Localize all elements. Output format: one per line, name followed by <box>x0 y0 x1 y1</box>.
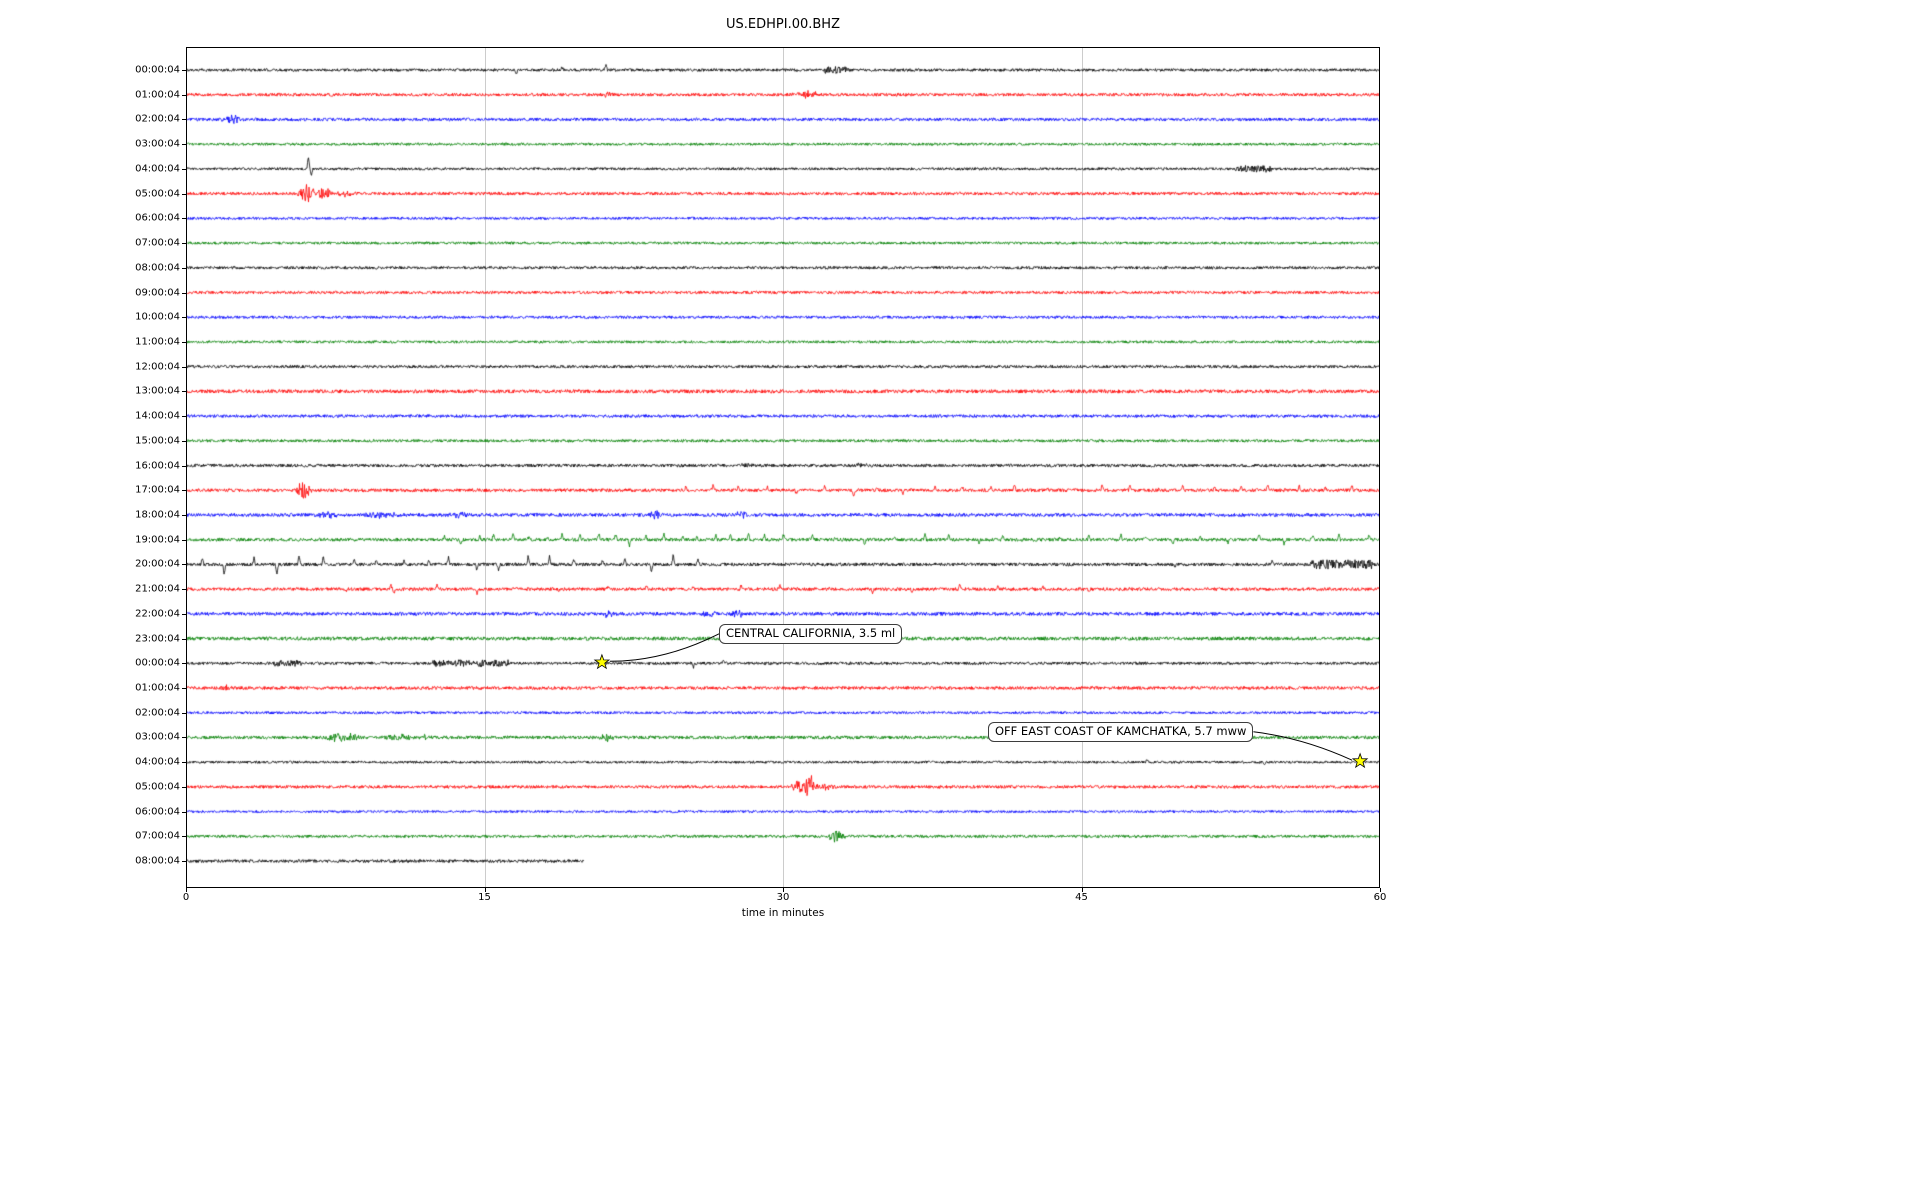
trace-time-label: 07:00:04 <box>135 830 180 842</box>
y-tick-mark <box>182 317 186 319</box>
trace-time-label: 22:00:04 <box>135 608 180 620</box>
trace-time-label: 05:00:04 <box>135 781 180 793</box>
x-tick-mark <box>1380 888 1381 892</box>
y-tick-mark <box>182 440 186 442</box>
trace-time-label: 15:00:04 <box>135 435 180 447</box>
y-tick-mark <box>182 688 186 689</box>
trace-time-label: 08:00:04 <box>135 262 180 274</box>
x-tick-mark <box>484 888 486 892</box>
trace-time-label: 04:00:04 <box>135 163 180 175</box>
x-tick-label: 45 <box>1075 892 1088 903</box>
y-tick-mark <box>182 218 186 220</box>
x-tick-mark <box>783 888 784 892</box>
y-tick-mark <box>182 416 186 418</box>
y-tick-mark <box>182 861 186 862</box>
y-tick-mark <box>182 341 186 343</box>
y-tick-mark <box>182 564 186 566</box>
trace-time-label: 17:00:04 <box>135 484 180 496</box>
y-tick-mark <box>182 663 186 665</box>
x-axis-label: time in minutes <box>741 907 825 919</box>
y-tick-mark <box>182 465 186 467</box>
trace-time-label: 07:00:04 <box>135 237 180 249</box>
chart-title: US.EDHPI.00.BHZ <box>726 17 840 32</box>
y-tick-mark <box>182 786 186 788</box>
trace-time-label: 09:00:04 <box>135 287 180 298</box>
trace-time-label: 05:00:04 <box>135 188 180 200</box>
x-tick-label: 60 <box>1373 892 1387 903</box>
y-tick-mark <box>182 193 186 195</box>
y-tick-mark <box>182 391 186 393</box>
x-tick-mark <box>1081 888 1083 892</box>
trace-time-label: 01:00:04 <box>135 682 180 694</box>
trace-time-label: 19:00:04 <box>135 534 180 546</box>
y-tick-mark <box>182 94 186 96</box>
y-tick-mark <box>182 144 186 146</box>
trace-time-label: 21:00:04 <box>135 583 180 595</box>
y-tick-mark <box>182 712 186 714</box>
y-tick-mark <box>182 292 186 294</box>
trace-time-label: 13:00:04 <box>135 385 180 397</box>
y-tick-mark <box>182 811 186 813</box>
x-tick-label: 30 <box>776 892 790 903</box>
y-tick-mark <box>182 613 186 615</box>
y-tick-mark <box>182 539 186 541</box>
y-tick-mark <box>182 515 186 516</box>
y-tick-mark <box>182 589 186 591</box>
y-tick-mark <box>182 762 186 764</box>
trace-time-label: 23:00:04 <box>135 633 180 645</box>
trace-time-label: 14:00:04 <box>135 410 180 422</box>
trace-time-label: 16:00:04 <box>135 460 180 471</box>
trace-time-label: 06:00:04 <box>135 212 180 224</box>
trace-time-label: 11:00:04 <box>135 336 180 348</box>
y-tick-mark <box>182 70 186 71</box>
event-annotation-kamchatka: OFF EAST COAST OF KAMCHATKA, 5.7 mww <box>988 722 1254 742</box>
y-tick-mark <box>182 267 186 269</box>
trace-time-label: 06:00:04 <box>135 806 180 818</box>
x-tick-mark <box>186 888 187 892</box>
trace-time-label: 02:00:04 <box>135 113 180 125</box>
trace-time-label: 08:00:04 <box>135 855 180 867</box>
event-annotation-central-california: CENTRAL CALIFORNIA, 3.5 ml <box>719 624 903 644</box>
trace-time-label: 12:00:04 <box>135 361 180 373</box>
trace-time-label: 02:00:04 <box>135 707 180 719</box>
trace-time-label: 04:00:04 <box>135 756 180 768</box>
y-tick-mark <box>182 638 186 640</box>
trace-time-label: 03:00:04 <box>135 138 180 150</box>
y-tick-mark <box>182 119 186 121</box>
seismogram-traces-canvas <box>186 47 1380 888</box>
trace-time-label: 18:00:04 <box>135 509 180 521</box>
trace-time-label: 01:00:04 <box>135 89 180 101</box>
y-tick-mark <box>182 366 186 368</box>
trace-time-label: 10:00:04 <box>135 311 180 323</box>
y-tick-mark <box>182 168 186 170</box>
y-tick-mark <box>182 490 186 492</box>
trace-time-label: 20:00:04 <box>135 558 180 570</box>
trace-time-label: 03:00:04 <box>135 731 180 743</box>
x-tick-label: 0 <box>182 892 190 903</box>
trace-time-label: 00:00:04 <box>135 657 180 669</box>
y-tick-mark <box>182 836 186 838</box>
y-tick-mark <box>182 737 186 739</box>
trace-time-label: 00:00:04 <box>135 64 180 76</box>
y-tick-mark <box>182 243 186 244</box>
x-tick-label: 15 <box>478 892 491 903</box>
